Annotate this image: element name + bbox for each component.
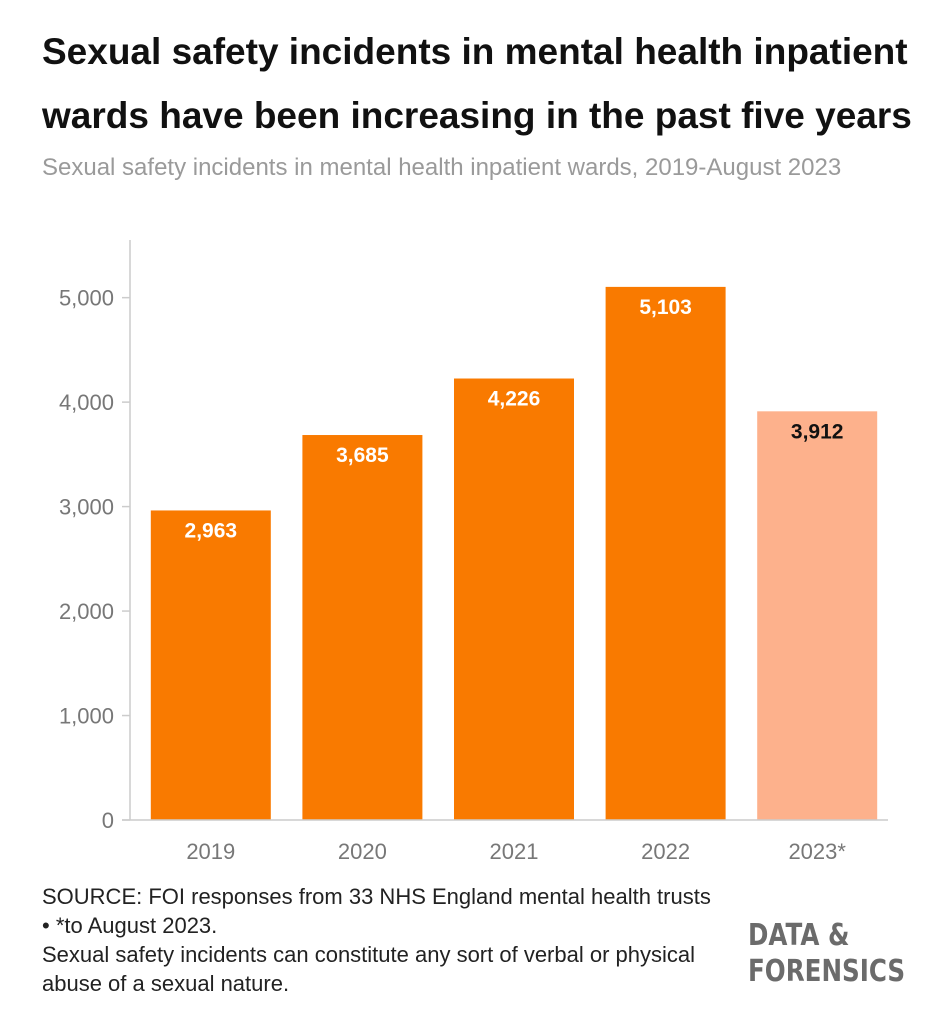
chart-subtitle: Sexual safety incidents in mental health… <box>42 154 842 181</box>
bar <box>302 435 423 820</box>
bar <box>150 510 271 820</box>
x-tick-label: 2019 <box>186 839 235 864</box>
y-tick-label: 4,000 <box>59 390 114 415</box>
bar <box>605 286 726 820</box>
definition-note: Sexual safety incidents can constitute a… <box>42 942 696 996</box>
source-note: SOURCE: FOI responses from 33 NHS Englan… <box>42 884 711 938</box>
bar <box>454 378 574 820</box>
data-forensics-logo: DATA & FORENSICS <box>748 918 906 990</box>
y-tick-label: 5,000 <box>59 286 114 311</box>
y-tick-label: 2,000 <box>59 599 114 624</box>
x-tick-label: 2023* <box>788 839 846 864</box>
bar-value-label: 3,912 <box>791 420 844 443</box>
bar-chart: 0 1,000 2,000 3,000 4,000 5,000 2,963 2019 3,685… <box>59 240 888 864</box>
x-tick-label: 2022 <box>641 839 690 864</box>
bar-value-label: 5,103 <box>639 296 692 319</box>
chart-title: Sexual safety incidents in mental health… <box>42 31 912 136</box>
bar-value-label: 4,226 <box>488 388 541 411</box>
y-tick-label: 0 <box>102 808 114 833</box>
x-tick-label: 2021 <box>490 839 539 864</box>
bar <box>757 411 878 820</box>
chart-footer: SOURCE: FOI responses from 33 NHS Englan… <box>42 882 722 998</box>
y-tick-label: 1,000 <box>59 704 114 729</box>
y-tick-label: 3,000 <box>59 495 114 520</box>
bar-value-label: 2,963 <box>185 519 238 542</box>
x-tick-label: 2020 <box>338 839 387 864</box>
logo-line-1: DATA & <box>748 918 850 953</box>
bar-value-label: 3,685 <box>336 444 389 467</box>
logo-line-2: FORENSICS <box>748 954 906 989</box>
